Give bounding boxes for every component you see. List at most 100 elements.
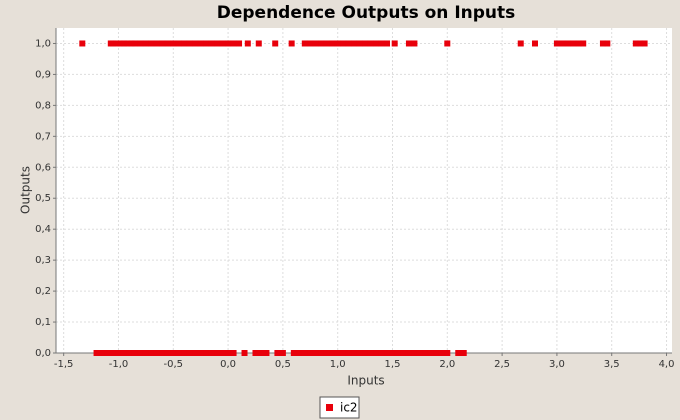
x-tick-label: 1,5 [385,359,401,370]
point [400,350,407,356]
x-tick-label: -1,5 [54,359,74,370]
legend-marker [326,404,333,411]
point [378,40,385,47]
point [159,40,166,47]
point [148,40,155,47]
point [307,40,314,47]
point [214,40,221,47]
x-tick-label: -1,0 [109,359,129,370]
point [531,40,538,47]
point [575,40,582,47]
point [192,350,199,356]
point [175,40,182,47]
point [279,350,286,356]
point [170,40,177,47]
point [637,40,644,47]
point [340,40,347,47]
point [323,40,330,47]
point [230,350,237,356]
point [334,350,341,356]
point [367,40,374,47]
y-tick-label: 0,3 [35,255,51,266]
point [389,350,396,356]
point [564,40,571,47]
y-tick-label: 0,4 [35,224,51,235]
point [142,350,149,356]
y-tick-label: 0,0 [35,348,51,359]
point [570,40,577,47]
point [236,40,243,47]
y-tick-label: 0,1 [35,317,51,328]
point [455,350,462,356]
point [208,350,215,356]
point [362,40,369,47]
point [422,350,429,356]
x-axis-label: Inputs [347,374,384,388]
point [79,40,86,47]
point [460,350,467,356]
point [230,40,237,47]
x-tick-label: 1,0 [330,359,346,370]
point [274,350,281,356]
x-tick-label: 3,0 [549,359,565,370]
point [604,40,611,47]
point [263,350,270,356]
y-tick-label: 0,2 [35,286,51,297]
y-tick-label: 1,0 [35,38,51,49]
point [301,350,308,356]
point [93,350,100,356]
point [175,350,182,356]
point [208,40,215,47]
point [290,350,297,356]
point [153,40,160,47]
point [384,350,391,356]
point [225,40,232,47]
point [580,40,587,47]
point [329,350,336,356]
point [345,350,352,356]
x-tick-label: 3,5 [604,359,620,370]
point [373,40,380,47]
point [252,350,259,356]
point [131,40,138,47]
point [115,350,122,356]
x-tick-label: 2,5 [494,359,510,370]
point [394,350,401,356]
plot-area [56,28,672,353]
point [137,40,144,47]
point [318,40,325,47]
point [120,40,127,47]
point [427,350,434,356]
point [296,350,303,356]
point [225,350,232,356]
point [124,40,131,47]
x-tick-label: 2,0 [439,359,455,370]
point [255,40,262,47]
point [109,350,116,356]
point [153,350,160,356]
point [219,350,226,356]
point [599,40,606,47]
point [197,40,204,47]
point [373,350,380,356]
point [340,350,347,356]
x-tick-label: 0,0 [220,359,236,370]
point [362,350,369,356]
point [128,40,135,47]
point [164,350,171,356]
point [323,350,330,356]
point [378,350,385,356]
point [301,40,308,47]
point [131,350,138,356]
point [203,350,210,356]
point [411,350,418,356]
x-tick-label: 4,0 [659,359,675,370]
point [641,40,648,47]
y-axis-label: Outputs [19,166,33,214]
point [186,40,193,47]
point [391,40,398,47]
point [244,40,251,47]
point [345,40,352,47]
point [288,40,295,47]
